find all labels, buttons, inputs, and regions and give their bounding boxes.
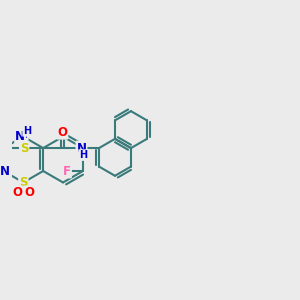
Text: O: O [12,186,22,200]
Text: S: S [19,176,28,189]
Text: H: H [19,130,28,140]
Text: O: O [24,186,34,200]
Text: H: H [23,126,31,136]
Text: N: N [0,164,10,178]
Text: N: N [76,142,86,154]
Text: N: N [15,130,25,143]
Text: H: H [79,150,87,160]
Text: F: F [63,164,71,178]
Text: O: O [57,126,68,139]
Text: S: S [20,142,28,154]
